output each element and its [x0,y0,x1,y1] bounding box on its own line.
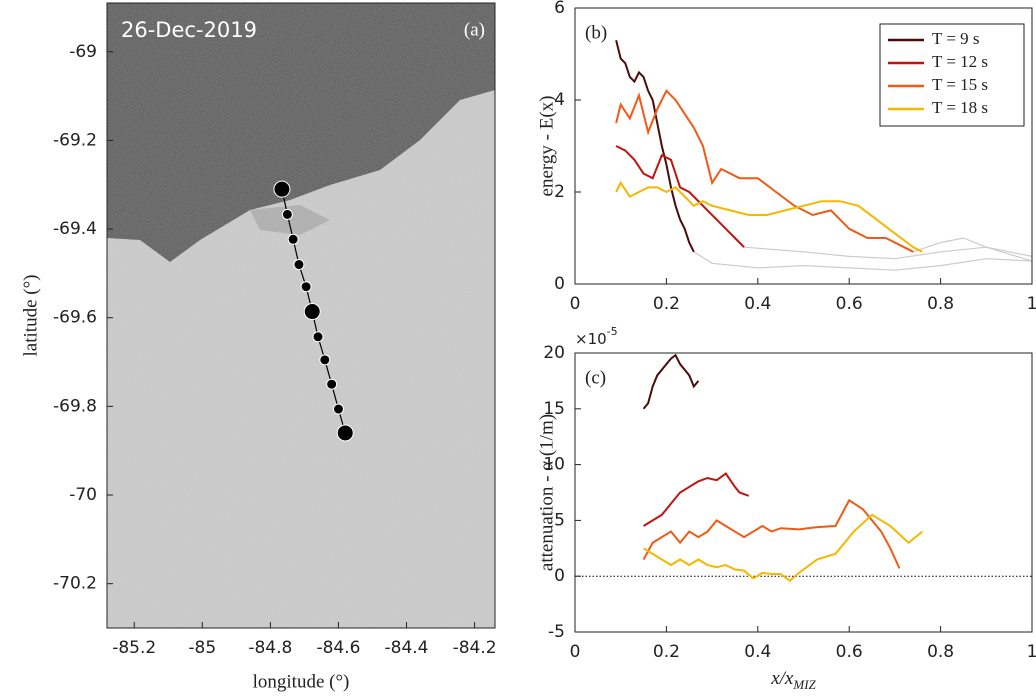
series-line [643,513,923,582]
axes-frame [106,2,496,629]
legend-label: T = 12 s [932,52,988,71]
x-axis-label-sub: MIZ [792,677,816,692]
y-axis-label: latitude (°) [20,275,41,357]
x-tick-label: 0.2 [653,294,680,314]
y-tick-label: 20 [543,343,565,363]
y-axis-label: attenuation - α (1/m) [536,414,557,571]
legend-label: T = 18 s [932,98,988,117]
y-tick-label: -69.2 [53,130,97,150]
y-tick-label: -70 [69,485,97,505]
series-line [912,237,1033,257]
y-tick-label: 0 [554,274,565,294]
x-tick-label: -84.6 [316,638,360,658]
y-tick-label: -70.2 [53,574,97,594]
track-point [332,403,344,415]
series-line [642,498,901,569]
track-point [281,208,293,220]
series-line [615,145,745,248]
track-point [312,331,324,343]
legend-label: T = 15 s [932,75,988,94]
y-axis-label: energy - E(x) [536,96,557,197]
y-multiplier-exponent: -5 [607,325,618,338]
x-tick-label: 0.8 [927,294,954,314]
track-point [303,303,321,321]
legend-label: T = 9 s [932,29,980,48]
track-point [300,281,312,293]
x-axis-label-main: x/x [770,668,794,689]
track-point [326,378,338,390]
panel-label: (a) [464,19,485,40]
y-tick-label: -69.8 [53,396,97,416]
y-tick-label: -69 [69,42,97,62]
series-line [693,251,1033,271]
series-line [642,353,700,410]
x-tick-label: 0 [570,294,581,314]
track-point [273,180,291,198]
x-tick-label: -84.2 [453,638,497,658]
y-tick-label: 4 [554,90,565,110]
x-tick-label: -84.8 [248,638,292,658]
panel-title: 26-Dec-2019 [121,18,257,42]
axes-frame [574,352,1033,633]
x-tick-label: 0 [570,642,581,662]
x-tick-label: -84.4 [385,638,429,658]
series-line [615,89,914,253]
x-axis-label: x/xMIZ [770,668,816,692]
y-tick-label: -69.6 [53,308,97,328]
series-line [615,39,695,253]
x-tick-label: 0.2 [653,642,680,662]
sar-image [107,3,495,628]
track-point [287,233,299,245]
series-line [615,180,923,253]
x-tick-label: 0.6 [836,294,863,314]
x-tick-label: 0.4 [744,642,771,662]
x-tick-label: 1 [1027,294,1036,314]
x-tick-label: 1 [1027,642,1036,662]
x-axis-label: longitude (°) [253,671,350,692]
y-tick-label: 0 [554,566,565,586]
series-line [643,472,750,527]
panel-label: (b) [585,22,607,43]
y-tick-label: -5 [548,622,565,642]
track-point [319,354,331,366]
y-multiplier-base: ×10 [575,330,607,348]
x-tick-label: 0.6 [836,642,863,662]
y-tick-label: 6 [554,0,565,18]
axes-frame [574,7,1033,285]
y-tick-label: 15 [543,399,565,419]
y-tick-label: 5 [554,510,565,530]
y-tick-label: 10 [543,455,565,475]
x-tick-label: -85 [188,638,216,658]
panel-label: (c) [585,367,606,388]
y-multiplier: ×10-5 [575,325,618,348]
x-tick-label: -85.2 [112,638,156,658]
track-point [336,424,354,442]
y-tick-label: -69.4 [53,219,97,239]
x-tick-label: 0.8 [927,642,954,662]
y-tick-label: 2 [554,182,565,202]
x-tick-label: 0.4 [744,294,771,314]
track-point [293,259,305,271]
